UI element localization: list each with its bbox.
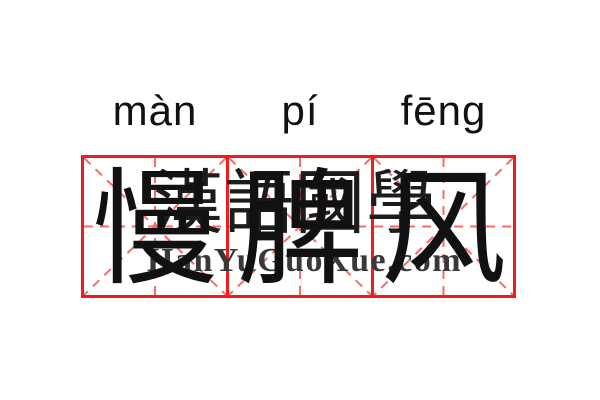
watermark-url: HanYuGuoXue.com	[147, 242, 463, 279]
hanzi-char-3: 风	[380, 156, 507, 303]
hanzi-char-1: 慢	[92, 156, 218, 303]
grid-outer-border	[81, 155, 516, 298]
hanzi-char-2: 脾	[237, 156, 363, 303]
grid-cell-guides-2	[228, 157, 372, 296]
grid-cell-guides-1	[83, 157, 227, 296]
watermark-chinese: 漢語國學	[153, 162, 437, 244]
pinyin-label-2: pí	[281, 87, 319, 134]
grid-cell-guides-3	[373, 157, 514, 296]
pinyin-label-3: fēng	[400, 87, 487, 134]
practice-grid	[81, 155, 516, 298]
pinyin-label-1: màn	[112, 87, 198, 134]
